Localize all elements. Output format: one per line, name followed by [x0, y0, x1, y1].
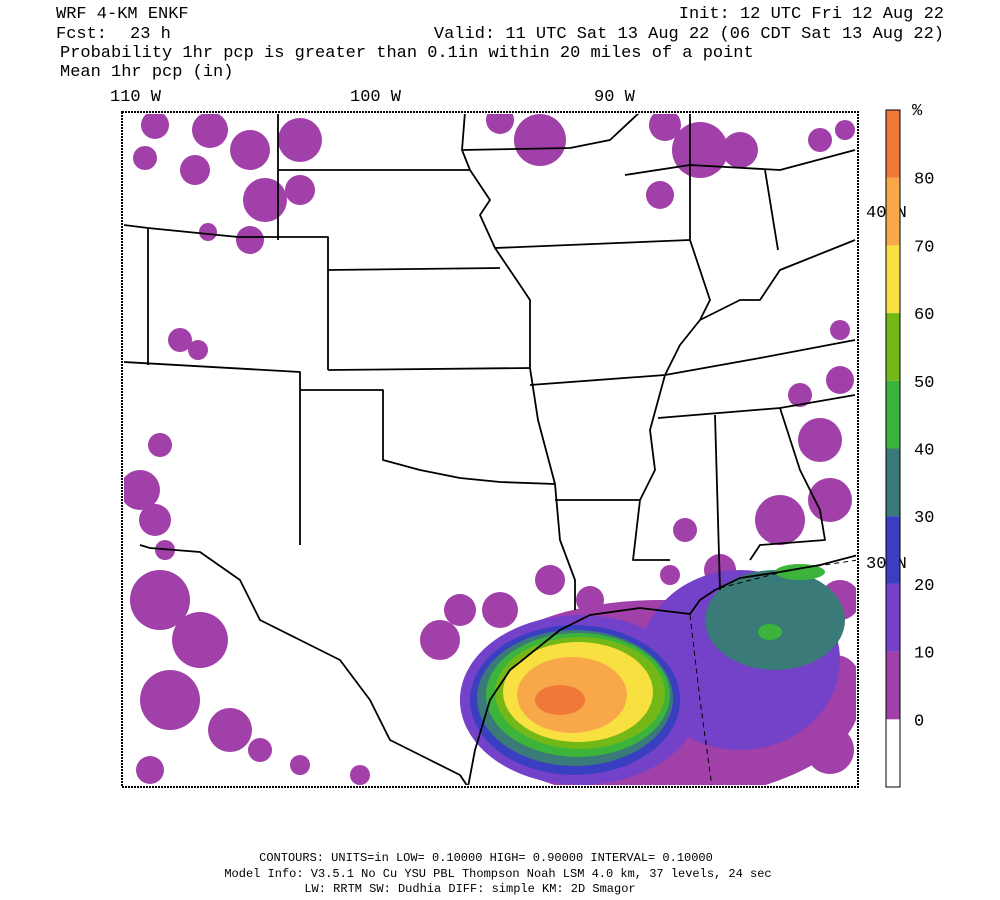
lon-label: 90 W: [594, 88, 636, 107]
precip-40: [775, 564, 825, 580]
colorbar-label: 20: [914, 577, 934, 596]
colorbar-segment: [886, 245, 900, 314]
colorbar-segment: [886, 313, 900, 381]
colorbar-label: 70: [914, 238, 934, 257]
colorbar-segment: [886, 177, 900, 246]
gulf-boundary: [689, 614, 713, 785]
colorbar-label: 30: [914, 509, 934, 528]
lon-label: 110 W: [110, 88, 162, 107]
model-title: WRF 4-KM ENKF: [56, 5, 189, 24]
valid-time: Valid: 11 UTC Sat 13 Aug 22 (06 CDT Sat …: [434, 25, 944, 44]
precip-40: [758, 624, 782, 640]
colorbar-unit: %: [912, 102, 923, 121]
state-borders: [124, 114, 856, 785]
colorbar-segment: [886, 583, 900, 652]
colorbar-frame: [885, 109, 901, 788]
colorbar-label: 60: [914, 306, 934, 325]
colorbar-label: 50: [914, 374, 934, 393]
colorbar-segment: [886, 719, 900, 787]
colorbar-segment: [886, 380, 900, 449]
colorbar: 0 10 20 30 40 50 60 70 80: [885, 109, 934, 788]
precip-80: [535, 685, 585, 715]
gulf-boundary: [719, 559, 856, 589]
colorbar-label: 0: [914, 712, 924, 731]
colorbar-label: 80: [914, 171, 934, 190]
colorbar-segment: [886, 651, 900, 720]
colorbar-label: 10: [914, 645, 934, 664]
precip-30: [705, 570, 845, 670]
fcst-label: Fcst:: [56, 25, 107, 44]
map-field: [124, 114, 856, 785]
colorbar-segment: [886, 516, 900, 584]
map-frame: [121, 111, 859, 788]
footer-model-info: Model Info: V3.5.1 No Cu YSU PBL Thompso…: [224, 867, 771, 881]
init-time: Init: 12 UTC Fri 12 Aug 22: [679, 5, 944, 24]
footer-contours: CONTOURS: UNITS=in LOW= 0.10000 HIGH= 0.…: [259, 851, 713, 865]
lon-label: 100 W: [350, 88, 402, 107]
colorbar-label: 40: [914, 442, 934, 461]
fcst-hours: 23 h: [130, 25, 171, 44]
field-description: Probability 1hr pcp is greater than 0.1i…: [60, 44, 754, 63]
contour-description: Mean 1hr pcp (in): [60, 63, 233, 82]
colorbar-segment: [886, 110, 900, 178]
footer-physics: LW: RRTM SW: Dudhia DIFF: simple KM: 2D …: [304, 882, 635, 896]
colorbar-segment: [886, 448, 900, 517]
